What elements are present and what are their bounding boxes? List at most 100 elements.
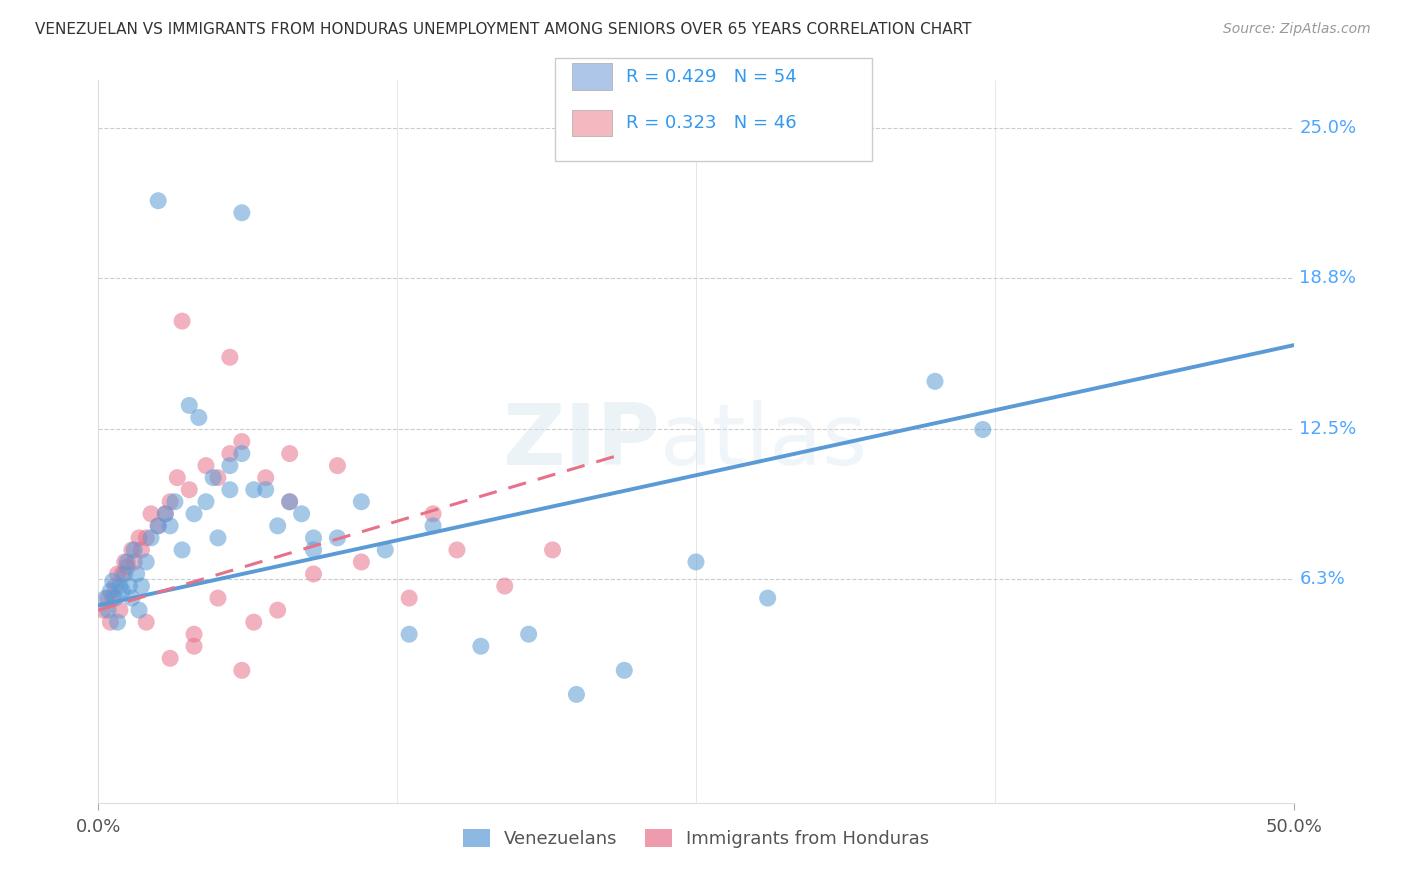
Point <box>350 494 373 508</box>
Point <box>114 555 136 569</box>
Point <box>104 591 127 606</box>
Point <box>159 651 181 665</box>
Point <box>108 579 131 593</box>
Point <box>219 458 242 473</box>
Text: R = 0.323   N = 46: R = 0.323 N = 46 <box>626 114 796 132</box>
Point <box>131 579 153 593</box>
Point <box>121 542 143 557</box>
Point <box>756 591 779 606</box>
Text: ZIP: ZIP <box>502 400 661 483</box>
Point <box>302 542 325 557</box>
Point <box>111 567 134 582</box>
Point <box>135 615 157 630</box>
Text: VENEZUELAN VS IMMIGRANTS FROM HONDURAS UNEMPLOYMENT AMONG SENIORS OVER 65 YEARS : VENEZUELAN VS IMMIGRANTS FROM HONDURAS U… <box>35 22 972 37</box>
Point <box>195 494 218 508</box>
Point <box>97 603 120 617</box>
Point <box>159 518 181 533</box>
Point <box>326 531 349 545</box>
Point <box>166 470 188 484</box>
Point <box>179 398 201 412</box>
Point <box>202 470 225 484</box>
Point <box>108 603 131 617</box>
Point <box>121 591 143 606</box>
Point <box>135 531 157 545</box>
Point <box>159 494 181 508</box>
Point <box>115 555 138 569</box>
Point <box>267 603 290 617</box>
Text: Source: ZipAtlas.com: Source: ZipAtlas.com <box>1223 22 1371 37</box>
Point <box>98 583 122 598</box>
Point <box>104 579 127 593</box>
Point <box>148 518 170 533</box>
Point <box>924 374 946 388</box>
Point <box>422 507 444 521</box>
Point <box>101 591 124 606</box>
Point <box>114 567 136 582</box>
Point <box>172 542 194 557</box>
Point <box>155 507 177 521</box>
Point <box>254 470 277 484</box>
Point <box>125 567 148 582</box>
Point <box>91 603 114 617</box>
Point <box>163 494 186 508</box>
Point <box>207 591 229 606</box>
Text: 12.5%: 12.5% <box>1299 420 1357 439</box>
Text: 25.0%: 25.0% <box>1299 120 1357 137</box>
Point <box>541 542 564 557</box>
Point <box>183 507 205 521</box>
Point <box>183 627 205 641</box>
Point <box>972 422 994 436</box>
Point <box>124 542 146 557</box>
Point <box>278 494 301 508</box>
Point <box>97 591 120 606</box>
Point <box>374 542 396 557</box>
Point <box>107 567 129 582</box>
Point <box>422 518 444 533</box>
Point <box>111 583 134 598</box>
Point <box>231 205 253 219</box>
Point <box>172 314 194 328</box>
Point <box>350 555 373 569</box>
Point <box>470 639 492 653</box>
Point <box>326 458 349 473</box>
Point <box>207 531 229 545</box>
Point <box>195 458 218 473</box>
Point <box>231 434 253 449</box>
Point <box>131 542 153 557</box>
Point <box>118 579 141 593</box>
Point <box>302 531 325 545</box>
Point <box>398 591 420 606</box>
Point <box>179 483 201 497</box>
Point <box>231 446 253 460</box>
Point <box>613 664 636 678</box>
Point <box>685 555 707 569</box>
Point <box>446 542 468 557</box>
Point <box>219 350 242 364</box>
Point <box>243 483 266 497</box>
Point <box>302 567 325 582</box>
Point <box>183 639 205 653</box>
Text: R = 0.429   N = 54: R = 0.429 N = 54 <box>626 68 796 86</box>
Point <box>135 555 157 569</box>
Point <box>565 687 588 701</box>
Point <box>231 664 253 678</box>
Text: 18.8%: 18.8% <box>1299 268 1357 286</box>
Point <box>243 615 266 630</box>
Text: 6.3%: 6.3% <box>1299 570 1346 588</box>
Point <box>398 627 420 641</box>
Point <box>148 518 170 533</box>
Point <box>267 518 290 533</box>
Point <box>254 483 277 497</box>
Point <box>128 603 150 617</box>
Point <box>128 531 150 545</box>
Point <box>115 559 138 574</box>
Point <box>94 591 117 606</box>
Point <box>107 615 129 630</box>
Point <box>207 470 229 484</box>
Text: atlas: atlas <box>661 400 868 483</box>
Point <box>139 507 162 521</box>
Point <box>517 627 540 641</box>
Point <box>219 483 242 497</box>
Point <box>155 507 177 521</box>
Point <box>98 615 122 630</box>
